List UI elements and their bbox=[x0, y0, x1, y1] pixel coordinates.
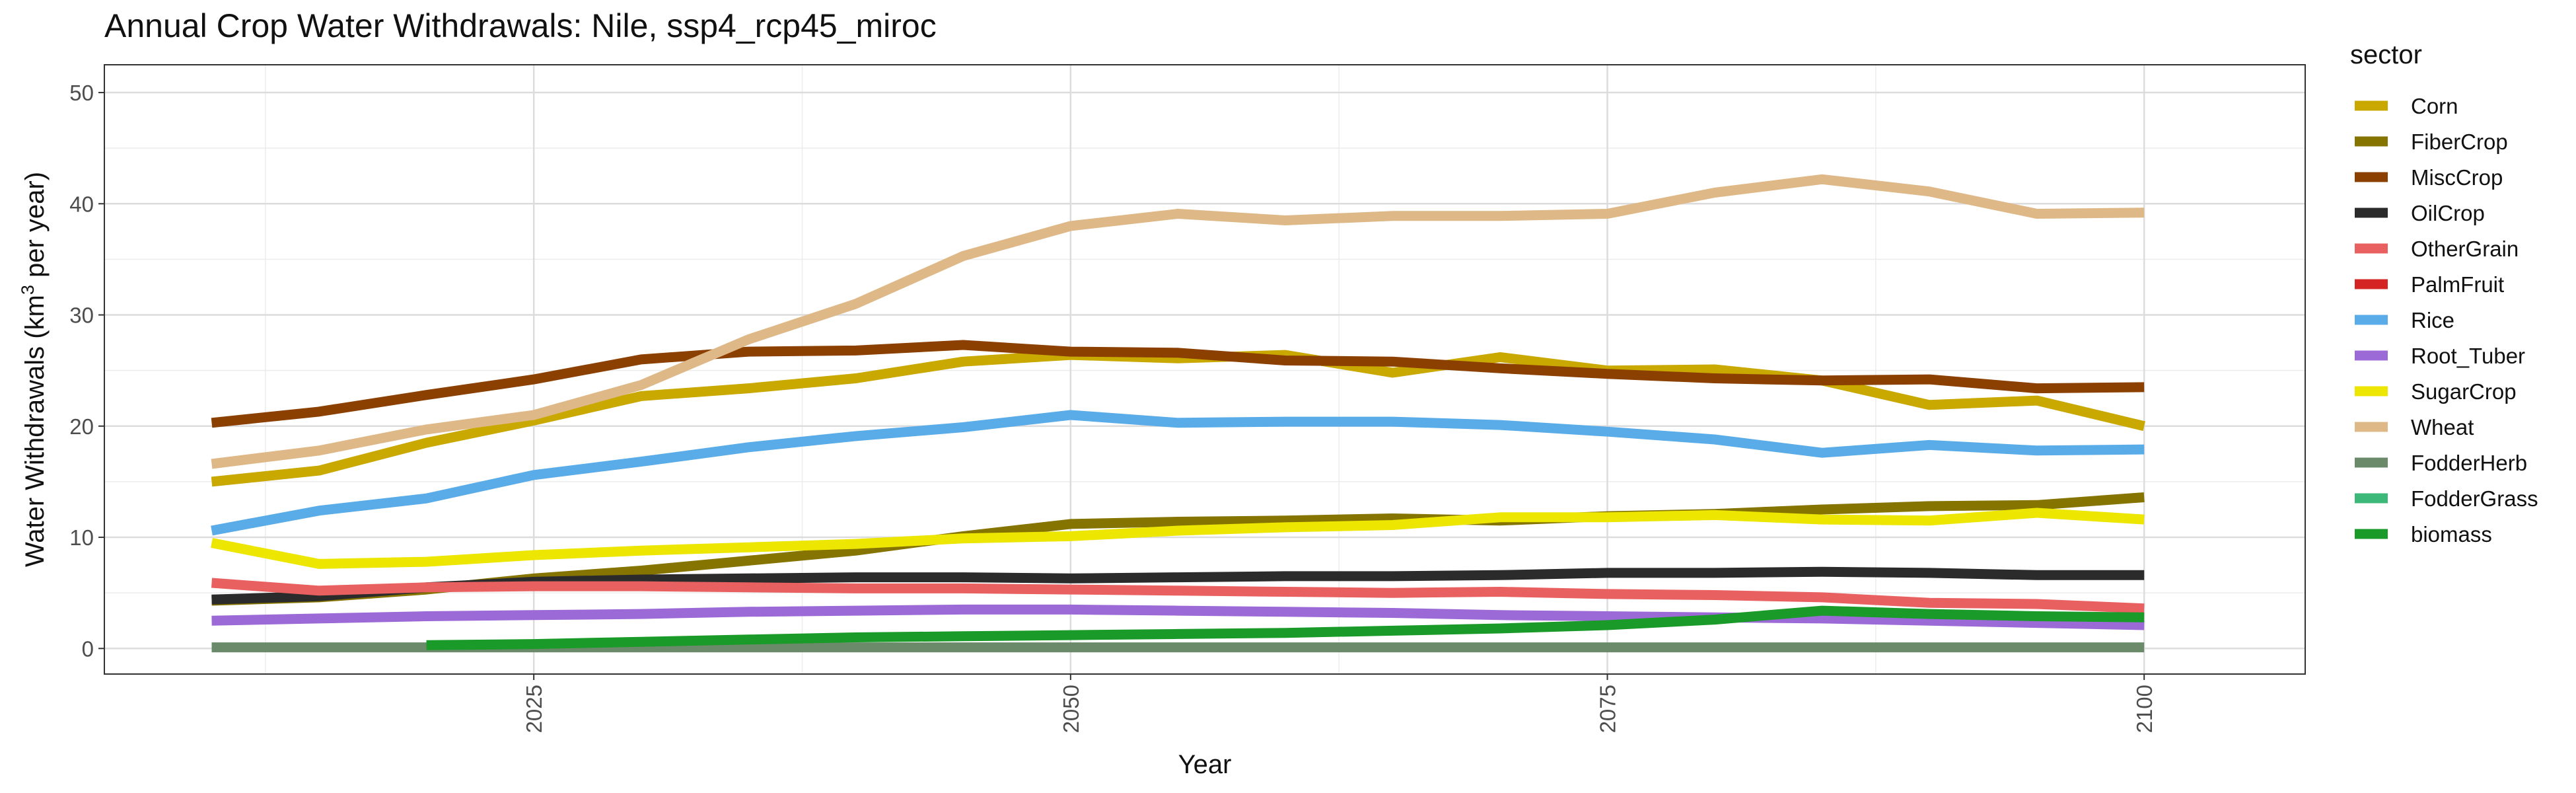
y-axis-title-main: Water Withdrawals (km bbox=[20, 295, 50, 567]
legend-label: OtherGrain bbox=[2411, 237, 2519, 261]
legend-item: FodderHerb bbox=[2355, 451, 2527, 475]
legend-label: OilCrop bbox=[2411, 201, 2485, 225]
plot-panel bbox=[104, 64, 2306, 675]
legend: sector Corn FiberCrop MiscCrop OilCrop Other… bbox=[2350, 40, 2538, 547]
y-axis-title-unit: per year) bbox=[20, 172, 50, 285]
legend-item: OilCrop bbox=[2355, 201, 2485, 225]
legend-item: MiscCrop bbox=[2355, 165, 2503, 190]
plot-panel-border bbox=[104, 64, 2306, 675]
legend-label: FodderHerb bbox=[2411, 451, 2527, 475]
legend-label: FodderGrass bbox=[2411, 486, 2538, 511]
y-axis-title-superscript: 3 bbox=[18, 285, 38, 295]
x-tick-label: 2100 bbox=[2132, 685, 2157, 733]
y-tick-label: 0 bbox=[82, 636, 94, 661]
x-tick-label: 2050 bbox=[1059, 685, 1083, 733]
legend-item: FodderGrass bbox=[2355, 486, 2538, 511]
legend-item: PalmFruit bbox=[2355, 272, 2504, 297]
series-line-misccrop bbox=[211, 340, 2145, 428]
x-tick-label: 2025 bbox=[522, 685, 546, 733]
y-tick-label: 30 bbox=[69, 303, 94, 328]
legend-item: SugarCrop bbox=[2355, 379, 2517, 404]
legend-label: Root_Tuber bbox=[2411, 344, 2525, 368]
legend-label: MiscCrop bbox=[2411, 165, 2503, 190]
legend-item: OtherGrain bbox=[2355, 237, 2519, 261]
legend-items: Corn FiberCrop MiscCrop OilCrop OtherGrain Pa… bbox=[2355, 94, 2538, 547]
legend-label: Rice bbox=[2411, 308, 2454, 332]
legend-label: SugarCrop bbox=[2411, 379, 2517, 404]
legend-label: Corn bbox=[2411, 94, 2458, 118]
y-tick-label: 50 bbox=[69, 81, 94, 105]
y-tick-label: 40 bbox=[69, 192, 94, 216]
series-line-othergrain bbox=[211, 578, 2145, 614]
legend-item: Wheat bbox=[2355, 415, 2474, 439]
y-tick-label: 10 bbox=[69, 525, 94, 550]
x-axis: 2025 2050 2075 2100 bbox=[522, 674, 2157, 733]
legend-title: sector bbox=[2350, 40, 2422, 69]
legend-label: biomass bbox=[2411, 522, 2492, 547]
x-tick-label: 2075 bbox=[1596, 685, 1620, 733]
series-line-wheat bbox=[211, 174, 2145, 469]
series-line-sugarcrop bbox=[211, 508, 2145, 569]
legend-item: Rice bbox=[2355, 308, 2454, 332]
series-line-biomass bbox=[426, 605, 2145, 650]
legend-item: Root_Tuber bbox=[2355, 344, 2525, 368]
y-axis-title: Water Withdrawals (km3 per year) bbox=[18, 172, 50, 567]
chart-title: Annual Crop Water Withdrawals: Nile, ssp… bbox=[104, 7, 937, 44]
y-tick-label: 20 bbox=[69, 414, 94, 439]
y-axis: 0 10 20 30 40 50 bbox=[69, 81, 104, 661]
legend-item: biomass bbox=[2355, 522, 2492, 547]
legend-item: FiberCrop bbox=[2355, 130, 2508, 154]
x-axis-title: Year bbox=[1178, 750, 1232, 779]
series-line-root-tuber bbox=[211, 604, 2145, 630]
legend-label: PalmFruit bbox=[2411, 272, 2504, 297]
legend-label: Wheat bbox=[2411, 415, 2474, 439]
series-lines bbox=[211, 174, 2145, 653]
legend-item: Corn bbox=[2355, 94, 2458, 118]
series-line-rice bbox=[211, 410, 2145, 536]
legend-label: FiberCrop bbox=[2411, 130, 2508, 154]
